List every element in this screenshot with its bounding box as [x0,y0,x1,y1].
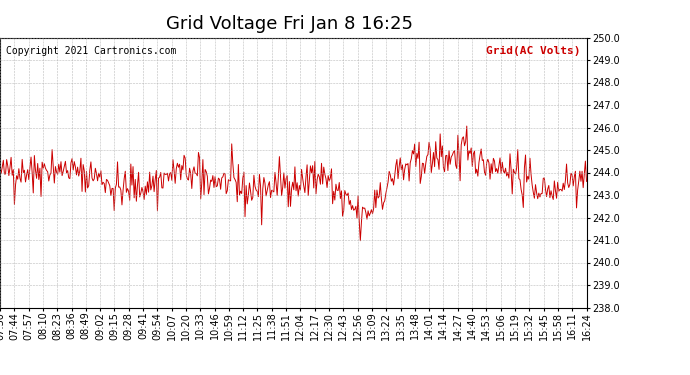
Text: Copyright 2021 Cartronics.com: Copyright 2021 Cartronics.com [6,46,176,56]
Text: Grid(AC Volts): Grid(AC Volts) [486,46,581,56]
Text: Grid Voltage Fri Jan 8 16:25: Grid Voltage Fri Jan 8 16:25 [166,15,413,33]
